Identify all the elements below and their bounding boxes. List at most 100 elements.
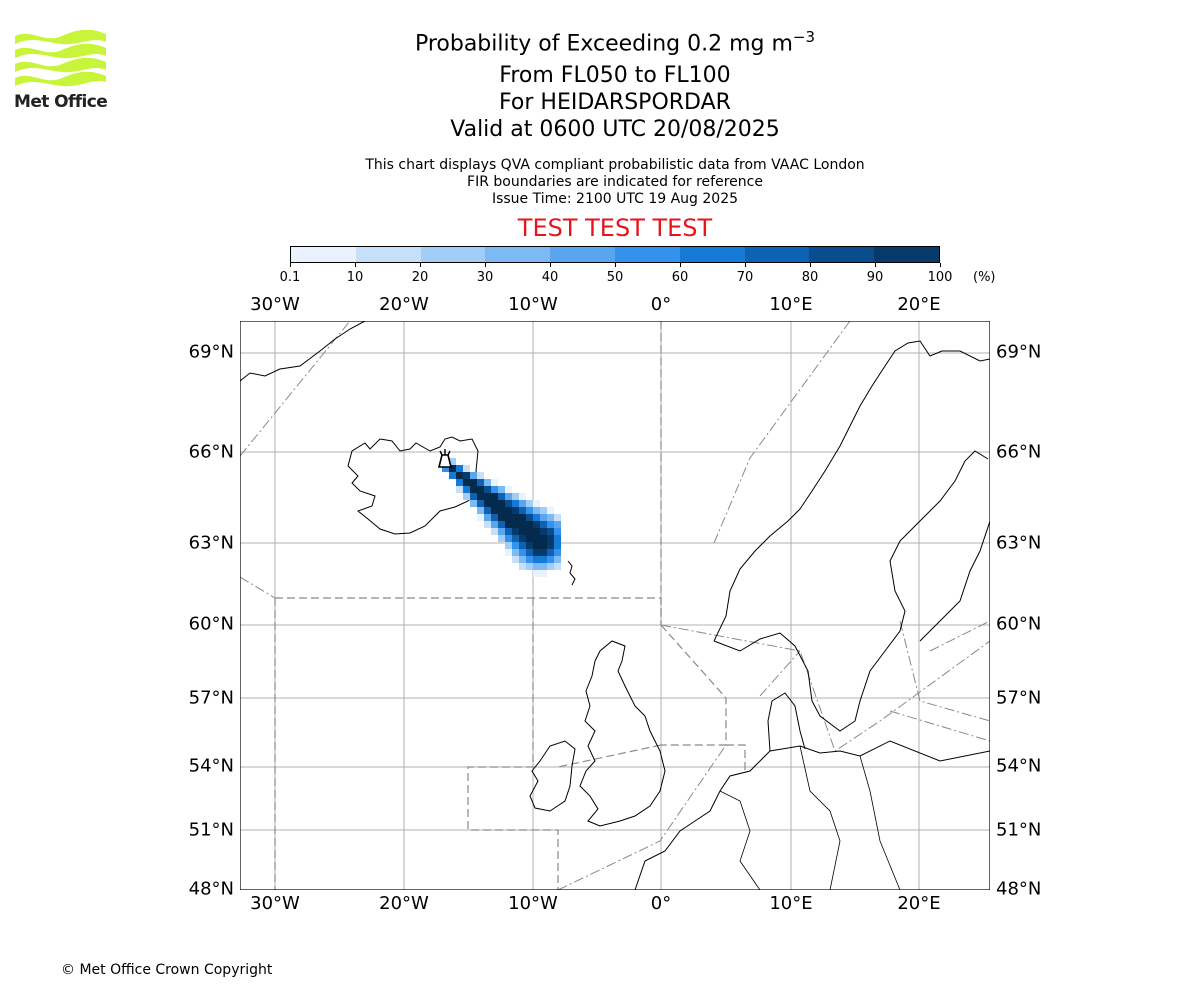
- plume-cell: [526, 556, 533, 563]
- plume-cell: [498, 486, 505, 493]
- plume-cell: [498, 507, 505, 514]
- colorbar-tick-mark: [940, 263, 941, 267]
- plume-cell: [519, 514, 526, 521]
- plume-cell: [519, 507, 526, 514]
- plume-cell: [540, 549, 547, 556]
- colorbar-segment: [679, 247, 745, 262]
- plume-cell: [554, 521, 561, 528]
- plume-cell: [554, 563, 561, 570]
- plume-cell: [498, 514, 505, 521]
- colorbar-segment: [420, 247, 486, 262]
- longitude-label: 0°: [650, 294, 672, 315]
- chart-title-text: Probability of Exceeding 0.2 mg m: [414, 31, 793, 57]
- colorbar-segment: [550, 247, 615, 262]
- plume-cell: [554, 535, 561, 542]
- colorbar-tick-label: 10: [346, 270, 364, 285]
- plume-cell: [519, 556, 526, 563]
- plume-cell: [505, 528, 512, 535]
- plume-cell: [505, 507, 512, 514]
- plume-cell: [463, 472, 470, 479]
- plume-cell: [498, 528, 505, 535]
- plume-cell: [554, 528, 561, 535]
- subtitle-line-2: FIR boundaries are indicated for referen…: [467, 174, 763, 190]
- colorbar-unit: (%): [973, 270, 996, 285]
- plume-cell: [484, 486, 491, 493]
- plume-cell: [477, 479, 484, 486]
- latitude-label: 66°N: [996, 441, 1042, 463]
- chart-title-superscript: −3: [792, 28, 816, 46]
- plume-cell: [491, 493, 498, 500]
- latitude-label: 57°N: [188, 687, 234, 709]
- plume-cell: [512, 549, 519, 556]
- latitude-label: 69°N: [188, 341, 234, 363]
- latitude-label: 54°N: [996, 755, 1042, 777]
- latitude-label: 63°N: [996, 532, 1042, 554]
- plume-cell: [519, 563, 526, 570]
- flight-level-range: From FL050 to FL100: [499, 63, 731, 88]
- plume-cell: [512, 556, 519, 563]
- plume-cell: [547, 535, 554, 542]
- plume-cell: [519, 535, 526, 542]
- plume-cell: [519, 542, 526, 549]
- plume-cell: [470, 500, 477, 507]
- latitude-label: 51°N: [188, 819, 234, 841]
- copyright: © Met Office Crown Copyright: [61, 962, 273, 978]
- plume-cell: [533, 500, 540, 507]
- plume-cell: [463, 479, 470, 486]
- longitude-label: 20°E: [897, 294, 941, 315]
- test-banner: TEST TEST TEST: [517, 214, 713, 242]
- graticule: [240, 321, 990, 890]
- plume-cell: [470, 472, 477, 479]
- plume-cell: [526, 535, 533, 542]
- plume-cell: [512, 542, 519, 549]
- plume-cell: [505, 542, 512, 549]
- plume-cell: [442, 465, 449, 472]
- longitude-label: 30°W: [250, 294, 300, 315]
- colorbar-tick-mark: [485, 263, 486, 267]
- colorbar-tick-mark: [355, 263, 356, 267]
- plume-cell: [519, 500, 526, 507]
- longitude-label: 30°W: [250, 893, 300, 914]
- fir-boundaries-dashdot: [240, 321, 990, 890]
- colorbar-segment: [874, 247, 939, 262]
- map-frame: [240, 321, 990, 890]
- plume-cell: [463, 493, 470, 500]
- plume-cell: [512, 507, 519, 514]
- colorbar-tick-mark: [745, 263, 746, 267]
- plume-cell: [491, 521, 498, 528]
- colorbar-segment: [355, 247, 421, 262]
- colorbar-tick-label: 50: [606, 270, 624, 285]
- colorbar-tick-label: 40: [541, 270, 559, 285]
- plume-cell: [547, 556, 554, 563]
- plume-cell: [519, 549, 526, 556]
- plume-cell: [456, 472, 463, 479]
- plume-cell: [533, 535, 540, 542]
- plume-cell: [526, 514, 533, 521]
- plume-cell: [554, 549, 561, 556]
- plume-cell: [484, 500, 491, 507]
- plume-cell: [526, 549, 533, 556]
- colorbar-segment: [614, 247, 680, 262]
- subtitle-line-1: This chart displays QVA compliant probab…: [365, 157, 865, 173]
- latitude-label: 60°N: [996, 613, 1042, 635]
- plume-cell: [491, 486, 498, 493]
- plume-cell: [477, 472, 484, 479]
- longitude-label: 0°: [650, 893, 672, 914]
- plume-cell: [491, 507, 498, 514]
- plume-cell: [540, 556, 547, 563]
- plume-cell: [533, 528, 540, 535]
- plume-cell: [540, 528, 547, 535]
- colorbar-tick-mark: [615, 263, 616, 267]
- plume-cell: [498, 521, 505, 528]
- map-panel: [240, 321, 990, 890]
- fir-boundaries: [274, 321, 746, 890]
- latitude-label: 63°N: [188, 532, 234, 554]
- plume-cell: [470, 493, 477, 500]
- plume-cell: [491, 514, 498, 521]
- plume-cell: [484, 507, 491, 514]
- plume-cell: [547, 542, 554, 549]
- plume-cell: [512, 493, 519, 500]
- plume-cell: [526, 542, 533, 549]
- plume-cell: [533, 542, 540, 549]
- plume-cell: [519, 528, 526, 535]
